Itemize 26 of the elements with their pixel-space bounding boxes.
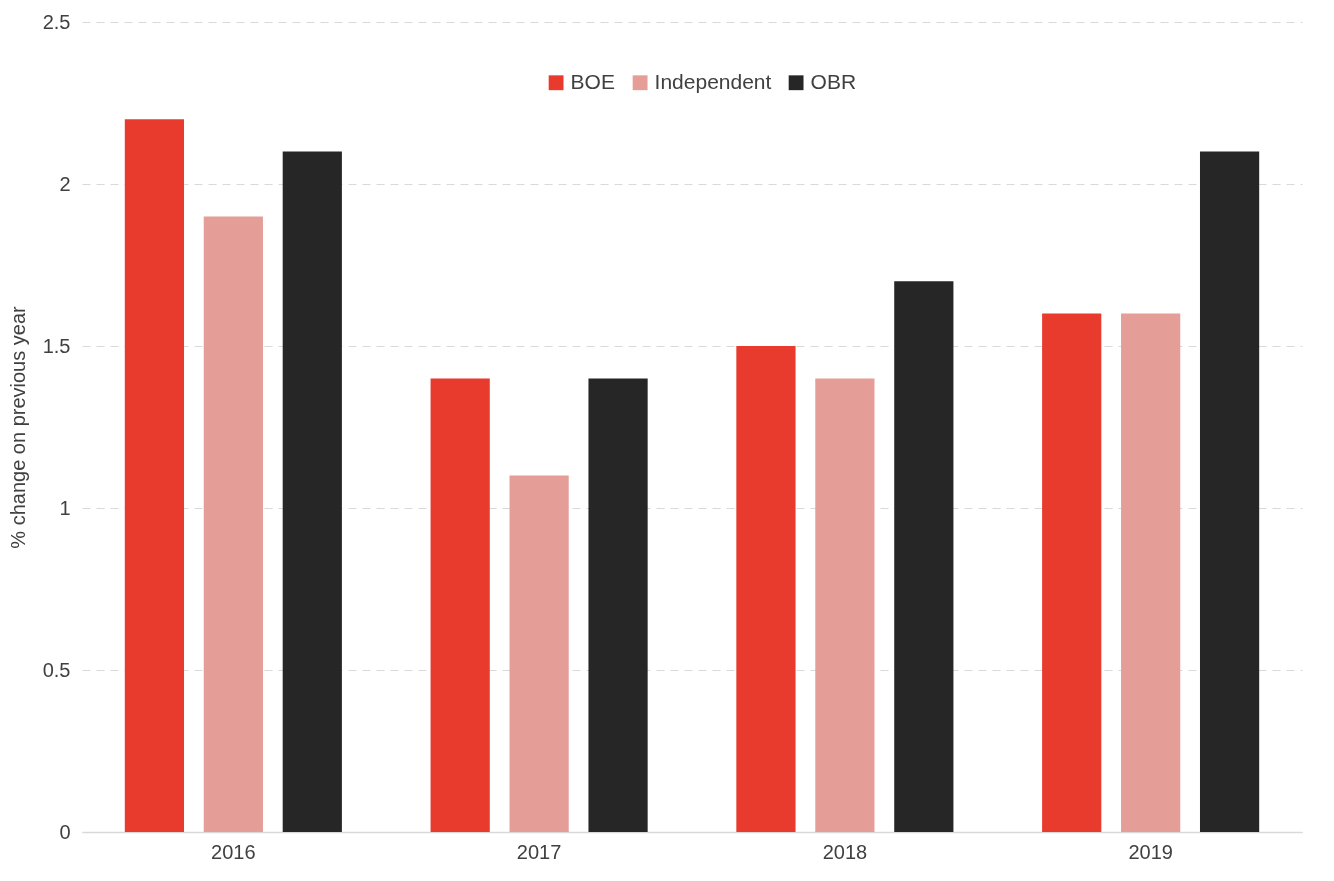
bar	[736, 346, 796, 832]
bar	[894, 281, 954, 832]
bar	[203, 216, 263, 832]
bar	[124, 119, 185, 832]
y-tick-label: 1.5	[42, 334, 71, 357]
bar	[1121, 313, 1181, 832]
bar	[1042, 313, 1102, 832]
y-tick-label: 0.5	[42, 658, 71, 681]
y-tick-label: 1	[59, 496, 71, 519]
x-tick-label: 2019	[1128, 840, 1173, 863]
x-tick-label: 2016	[211, 840, 256, 863]
x-tick-label: 2017	[516, 840, 562, 863]
bar	[1199, 151, 1260, 832]
bar	[509, 475, 569, 832]
y-tick-label: 2.5	[42, 10, 71, 33]
bar	[588, 378, 648, 832]
legend-label: OBR	[810, 69, 857, 93]
x-tick-label: 2018	[822, 840, 868, 863]
bar	[430, 378, 490, 832]
y-axis-title: % change on previous year	[6, 305, 29, 549]
y-tick-label: 0	[59, 820, 71, 843]
legend-label: Independent	[654, 69, 772, 93]
legend-label: BOE	[570, 69, 615, 93]
y-tick-label: 2	[59, 172, 71, 195]
bar	[282, 151, 342, 832]
bar	[815, 378, 875, 832]
